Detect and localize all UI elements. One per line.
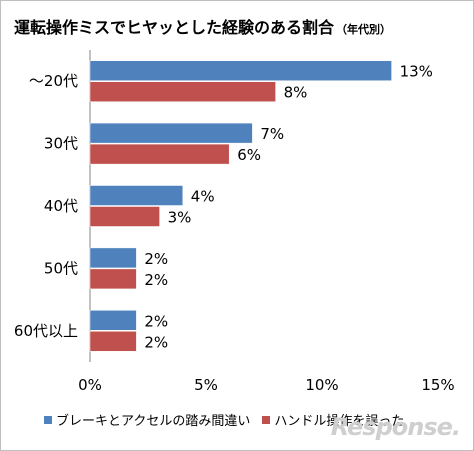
category-label: 40代 [44,197,78,215]
x-tick-label: 10% [305,376,338,394]
legend: ブレーキとアクセルの踏み間違い ハンドル操作を誤った [44,410,404,429]
category-label: 30代 [44,135,78,153]
data-label-1-2: 3% [168,209,192,227]
bar-0-3 [89,247,137,269]
category-label: ～20代 [29,72,78,90]
bar-1-4 [89,331,137,352]
legend-swatch-brake [44,415,52,424]
data-label-0-4: 2% [144,312,168,330]
data-label-1-3: 2% [144,271,168,289]
legend-swatch-steering [262,415,271,424]
data-label-0-3: 2% [144,250,168,268]
data-label-0-1: 7% [260,125,284,143]
legend-label-brake: ブレーキとアクセルの踏み間違い [56,414,251,429]
chart-title: 運転操作ミスでヒヤッとした経験のある割合 （年代別） [14,14,391,38]
x-tick-label: 5% [194,376,218,394]
x-tick-label: 15% [421,376,454,394]
bar-0-1 [89,122,253,144]
data-label-1-4: 2% [144,333,168,351]
category-label: 50代 [44,259,78,277]
watermark-logo: Response. [330,413,461,441]
bar-1-1 [89,143,230,165]
bar-1-3 [89,268,137,290]
chart-subtitle: （年代別） [336,23,392,36]
bar-0-0 [89,60,392,81]
bar-0-4 [89,310,137,331]
bar-1-2 [89,206,160,227]
data-label-1-0: 8% [284,84,308,102]
bar-1-0 [89,81,276,102]
chart-title-text: 運転操作ミスでヒヤッとした経験のある割合 [14,18,335,37]
data-label-1-1: 6% [237,146,261,164]
x-tick-label: 0% [78,376,102,394]
legend-item-steering: ハンドル操作を誤った [262,410,404,429]
data-label-0-2: 4% [191,188,215,206]
data-label-0-0: 13% [400,63,433,81]
category-label: 60代以上 [14,322,78,340]
legend-item-brake: ブレーキとアクセルの踏み間違い [44,410,250,429]
bar-0-2 [89,185,184,206]
legend-label-steering: ハンドル操作を誤った [274,414,405,429]
